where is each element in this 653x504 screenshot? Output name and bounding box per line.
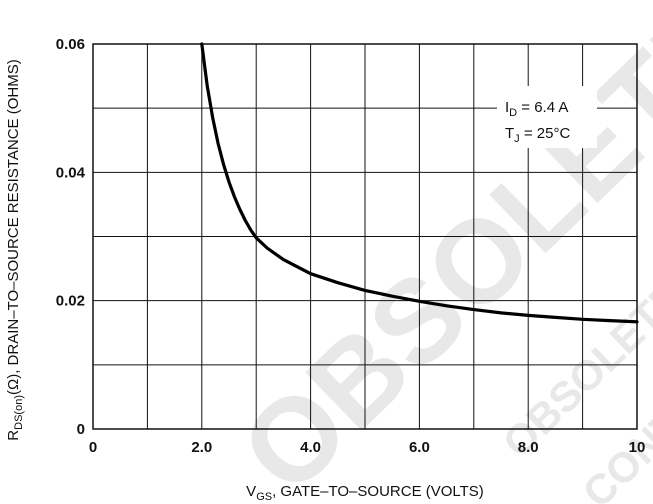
x-tick-label: 6.0 (409, 439, 430, 456)
x-tick-label: 10 (629, 439, 646, 456)
annotation-line-2: TJ = 25°C (505, 125, 570, 145)
x-tick-labels: 0 2.0 4.0 6.0 8.0 10 (89, 439, 646, 456)
annotation-line-1: ID = 6.4 A (505, 99, 568, 119)
x-tick-label: 0 (89, 439, 97, 456)
series-line (200, 42, 639, 324)
x-tick-label: 4.0 (300, 439, 321, 456)
y-tick-label: 0 (77, 421, 85, 438)
x-tick-label: 2.0 (191, 439, 212, 456)
y-axis-label: RDS(on)(Ω), DRAIN–TO–SOURCE RESISTANCE (… (5, 59, 25, 440)
y-tick-labels: 0 0.02 0.04 0.06 (56, 36, 86, 438)
annotation: ID = 6.4 A TJ = 25°C (497, 86, 597, 148)
y-tick-label: 0.06 (56, 36, 85, 53)
y-tick-label: 0.04 (56, 164, 86, 181)
x-axis-label: VGS, GATE–TO–SOURCE (VOLTS) (246, 483, 484, 503)
x-tick-label: 8.0 (518, 439, 539, 456)
y-tick-label: 0.02 (56, 293, 85, 310)
plot-frame (92, 43, 638, 430)
annotation-background (497, 86, 597, 148)
